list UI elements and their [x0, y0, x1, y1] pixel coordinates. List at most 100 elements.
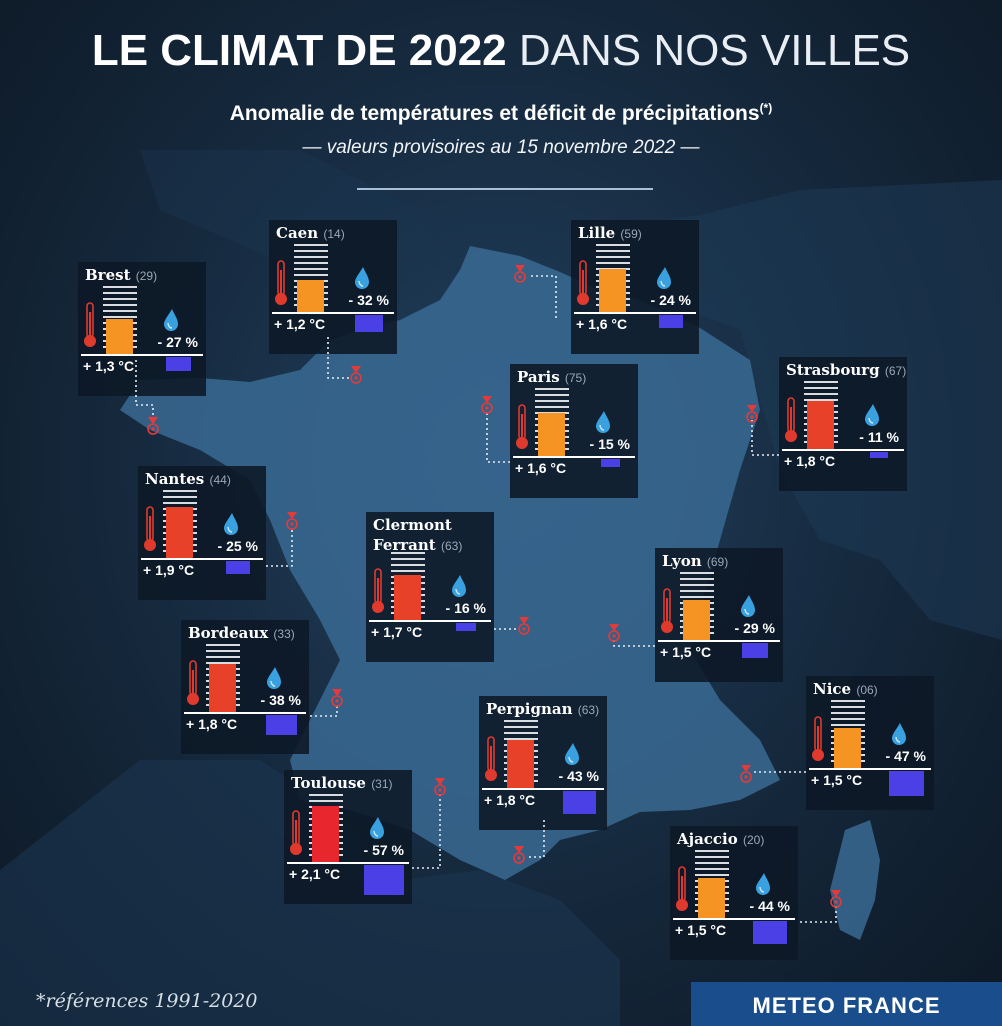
precip-deficit-value: - 27 % [157, 334, 198, 350]
temp-anomaly-bar [599, 269, 626, 312]
water-drop-icon [565, 743, 579, 765]
thermometer-icon [144, 506, 156, 551]
city-name-text: Toulouse [291, 774, 366, 792]
baseline [658, 640, 780, 642]
city-card-perpignan: Perpignan (63) - 43 % + 1,8 °C [479, 696, 607, 830]
precip-deficit-bar [355, 315, 383, 332]
precip-deficit-value: - 47 % [885, 748, 926, 764]
city-department: (63) [577, 703, 600, 717]
temp-anomaly-value: + 1,5 °C [660, 644, 712, 660]
city-name-text: Ajaccio [677, 830, 738, 848]
city-name: Ajaccio (20) [677, 829, 764, 850]
temp-anomaly-bar [698, 878, 725, 918]
precip-deficit-bar [165, 357, 191, 371]
baseline [513, 456, 635, 458]
city-name: Nice (06) [813, 679, 878, 700]
baseline [574, 312, 696, 314]
city-name: Lyon (69) [662, 551, 728, 572]
thermometer-icon [676, 866, 688, 911]
water-drop-icon [355, 267, 369, 289]
precip-deficit-value: - 32 % [348, 292, 389, 308]
temp-anomaly-value: + 2,1 °C [289, 866, 341, 882]
subtitle: Anomalie de températures et déficit de p… [0, 101, 1002, 126]
temp-anomaly-value: + 1,3 °C [83, 358, 135, 374]
city-name-text: Bordeaux [188, 624, 269, 642]
thermometer-icon [661, 588, 673, 633]
baseline [272, 312, 394, 314]
corsica-shape [830, 820, 880, 940]
city-card-ajaccio: Ajaccio (20) - 44 % + 1,5 °C [670, 826, 798, 960]
city-name: Perpignan (63) [486, 699, 599, 720]
city-department: (20) [743, 833, 765, 847]
thermometer-icon [372, 568, 384, 613]
temp-anomaly-value: + 1,6 °C [515, 460, 567, 476]
temp-anomaly-bar [166, 507, 193, 558]
baseline [81, 354, 203, 356]
water-drop-icon [224, 513, 238, 535]
water-drop-icon [865, 404, 879, 426]
city-department: (75) [564, 371, 587, 385]
city-name-text: Lille [578, 224, 616, 242]
baseline [782, 449, 904, 451]
precip-deficit-bar [753, 921, 787, 944]
city-department: (31) [371, 777, 393, 791]
precip-deficit-value: - 57 % [363, 842, 404, 858]
thermometer-icon [275, 260, 287, 305]
city-name-text: Nantes [145, 470, 205, 488]
city-card-bordeaux: Bordeaux (33) - 38 % + 1,8 °C [181, 620, 309, 754]
baseline [482, 788, 604, 790]
brand-logo: METEO FRANCE [691, 982, 1002, 1026]
subtitle-mark: (*) [759, 101, 773, 115]
subtitle-date: — valeurs provisoires au 15 novembre 202… [302, 137, 700, 158]
city-name-text: Strasbourg [786, 361, 880, 379]
water-drop-icon [596, 411, 610, 433]
city-card-caen: Caen (14) - 32 % + 1,2 °C [269, 220, 397, 354]
page-title: LE CLIMAT DE 2022 DANS NOS VILLES [0, 26, 1002, 76]
precip-deficit-value: - 11 % [859, 429, 899, 445]
temp-anomaly-bar [834, 728, 861, 768]
precip-deficit-value: - 24 % [650, 292, 691, 308]
precip-deficit-value: - 43 % [558, 768, 599, 784]
city-name: Bordeaux (33) [188, 623, 295, 644]
thermometer-icon [485, 736, 497, 781]
thermometer-icon [187, 660, 199, 705]
city-name-text: Paris [517, 368, 560, 386]
city-name-text: Lyon [662, 552, 702, 570]
baseline [184, 712, 306, 714]
temp-anomaly-bar [106, 319, 133, 354]
city-name: Toulouse (31) [291, 773, 393, 794]
water-drop-icon [370, 817, 384, 839]
precip-deficit-value: - 44 % [749, 898, 790, 914]
thermometer-icon [290, 810, 302, 855]
baseline [287, 862, 409, 864]
city-card-lyon: Lyon (69) - 29 % + 1,5 °C [655, 548, 783, 682]
temp-anomaly-value: + 1,5 °C [811, 772, 863, 788]
city-card-nice: Nice (06) - 47 % + 1,5 °C [806, 676, 934, 810]
precip-deficit-value: - 16 % [445, 600, 486, 616]
water-drop-icon [756, 873, 770, 895]
temp-anomaly-bar [807, 401, 834, 449]
temp-anomaly-value: + 1,8 °C [784, 453, 836, 469]
city-card-paris: Paris (75) - 15 % + 1,6 °C [510, 364, 638, 498]
temp-anomaly-value: + 1,6 °C [576, 316, 628, 332]
thermometer-icon [785, 397, 797, 442]
precip-deficit-bar [456, 623, 476, 631]
water-drop-icon [267, 667, 281, 689]
thermometer-icon [84, 302, 96, 347]
baseline [141, 558, 263, 560]
city-department: (69) [706, 555, 729, 569]
thermometer-icon [577, 260, 589, 305]
subtitle-text: Anomalie de températures et déficit de p… [229, 102, 760, 125]
precip-deficit-value: - 29 % [734, 620, 775, 636]
title-light: DANS NOS VILLES [518, 26, 911, 75]
temp-anomaly-bar [312, 806, 339, 862]
precip-deficit-value: - 38 % [260, 692, 301, 708]
precip-deficit-value: - 25 % [217, 538, 258, 554]
temp-anomaly-value: + 1,9 °C [143, 562, 195, 578]
temp-anomaly-value: + 1,2 °C [274, 316, 326, 332]
water-drop-icon [741, 595, 755, 617]
city-department: (44) [209, 473, 231, 487]
baseline [369, 620, 491, 622]
precip-deficit-bar [870, 452, 888, 458]
precip-deficit-bar [364, 865, 404, 895]
